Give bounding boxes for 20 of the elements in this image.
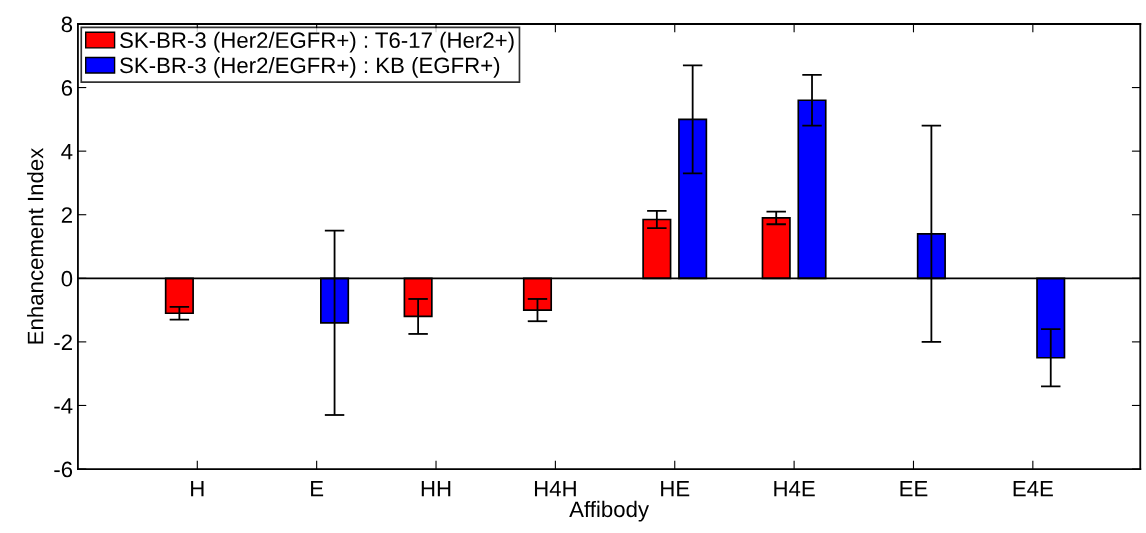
x-tick-label: H4E <box>774 480 815 497</box>
x-tick-label: H4H <box>534 480 576 497</box>
legend-label: SK-BR-3 (Her2/EGFR+) : KB (EGFR+) <box>120 56 500 78</box>
x-tick-label: EE <box>900 480 928 497</box>
y-tick-label: -2 <box>54 334 72 350</box>
legend-label: SK-BR-3 (Her2/EGFR+) : T6-17 (Her2+) <box>120 31 514 53</box>
x-tick-label: E4E <box>1013 480 1053 497</box>
y-tick-label: 4 <box>61 143 73 160</box>
x-tick-label: H <box>191 480 204 497</box>
x-axis-title: Affibody <box>569 500 650 522</box>
y-tick-label: 6 <box>61 80 73 96</box>
y-tick-label: 2 <box>61 207 72 223</box>
y-tick-label: -4 <box>54 398 73 414</box>
y-tick-label: 0 <box>61 270 73 287</box>
y-tick-label: 8 <box>61 16 73 33</box>
y-tick-label: -6 <box>54 461 73 478</box>
x-tick-label: E <box>311 480 324 497</box>
y-axis-title: Enhancement Index <box>27 147 44 344</box>
x-tick-label: HH <box>421 480 451 497</box>
x-tick-label: HE <box>661 480 690 497</box>
